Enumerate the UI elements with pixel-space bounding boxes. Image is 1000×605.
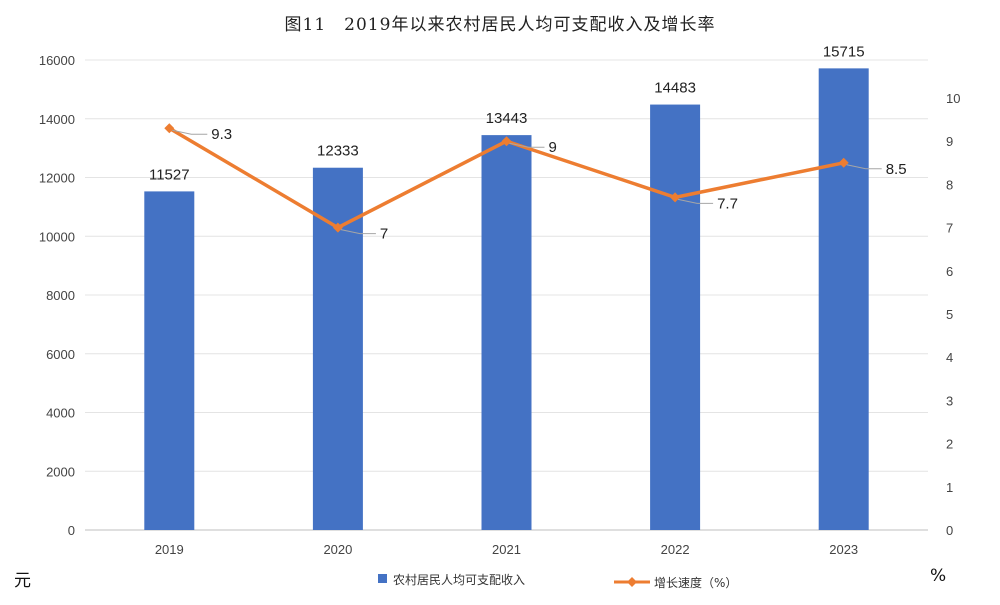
legend-bar-label: 农村居民人均可支配收入 xyxy=(393,573,525,587)
y-right-tick-label: 10 xyxy=(946,91,960,106)
growth-label-leader xyxy=(340,229,376,235)
bar xyxy=(481,135,532,530)
y-right-tick-label: 7 xyxy=(946,221,953,236)
bar-data-label: 13443 xyxy=(486,110,528,127)
y-right-tick-label: 0 xyxy=(946,523,953,538)
growth-data-label: 8.5 xyxy=(886,161,907,178)
x-tick-label: 2019 xyxy=(155,542,184,557)
y-right-tick-label: 5 xyxy=(946,307,953,322)
y-right-tick-label: 2 xyxy=(946,437,953,452)
x-tick-label: 2021 xyxy=(492,542,521,557)
bar xyxy=(144,191,195,530)
x-tick-label: 2023 xyxy=(829,542,858,557)
y-right-tick-label: 1 xyxy=(946,480,953,495)
bar-data-label: 12333 xyxy=(317,143,359,160)
bar xyxy=(818,68,869,530)
growth-point xyxy=(332,222,343,233)
y-left-tick-label: 14000 xyxy=(39,112,75,127)
y-left-tick-label: 0 xyxy=(68,523,75,538)
y-right-tick-label: 8 xyxy=(946,177,953,192)
y-left-tick-label: 2000 xyxy=(46,464,75,479)
bar-data-label: 14483 xyxy=(654,80,696,97)
chart-title: 图11 2019年以来农村居民人均可支配收入及增长率 xyxy=(284,15,716,35)
y-left-tick-label: 16000 xyxy=(39,53,75,68)
y-right-tick-label: 3 xyxy=(946,393,953,408)
y-left-tick-label: 10000 xyxy=(39,229,75,244)
growth-data-label: 9.3 xyxy=(211,126,232,143)
growth-data-label: 9 xyxy=(549,139,557,156)
x-tick-label: 2022 xyxy=(661,542,690,557)
growth-point xyxy=(670,192,681,203)
growth-point xyxy=(501,136,512,147)
legend-line-marker xyxy=(627,577,637,587)
y-right-tick-label: 6 xyxy=(946,264,953,279)
bar xyxy=(650,104,701,530)
x-tick-label: 2020 xyxy=(323,542,352,557)
y-left-tick-label: 12000 xyxy=(39,171,75,186)
right-axis-unit: % xyxy=(930,566,947,586)
legend-bar-swatch xyxy=(378,574,387,583)
growth-label-leader xyxy=(677,198,714,204)
growth-label-leader xyxy=(172,129,208,135)
legend-line-label: 增长速度（%） xyxy=(654,575,737,590)
y-right-tick-label: 4 xyxy=(946,350,953,365)
growth-data-label: 7 xyxy=(380,226,388,243)
y-left-tick-label: 4000 xyxy=(46,406,75,421)
left-axis-unit: 元 xyxy=(14,571,31,591)
y-right-tick-label: 9 xyxy=(946,134,953,149)
bar-data-label: 15715 xyxy=(823,43,865,60)
bar-data-label: 11527 xyxy=(149,166,190,183)
growth-label-leader xyxy=(509,142,545,148)
growth-data-label: 7.7 xyxy=(717,195,738,212)
bar xyxy=(312,167,363,530)
growth-point xyxy=(838,157,849,168)
growth-point xyxy=(164,123,175,134)
y-left-tick-label: 8000 xyxy=(46,288,75,303)
growth-label-leader xyxy=(846,164,882,170)
y-left-tick-label: 6000 xyxy=(46,347,75,362)
